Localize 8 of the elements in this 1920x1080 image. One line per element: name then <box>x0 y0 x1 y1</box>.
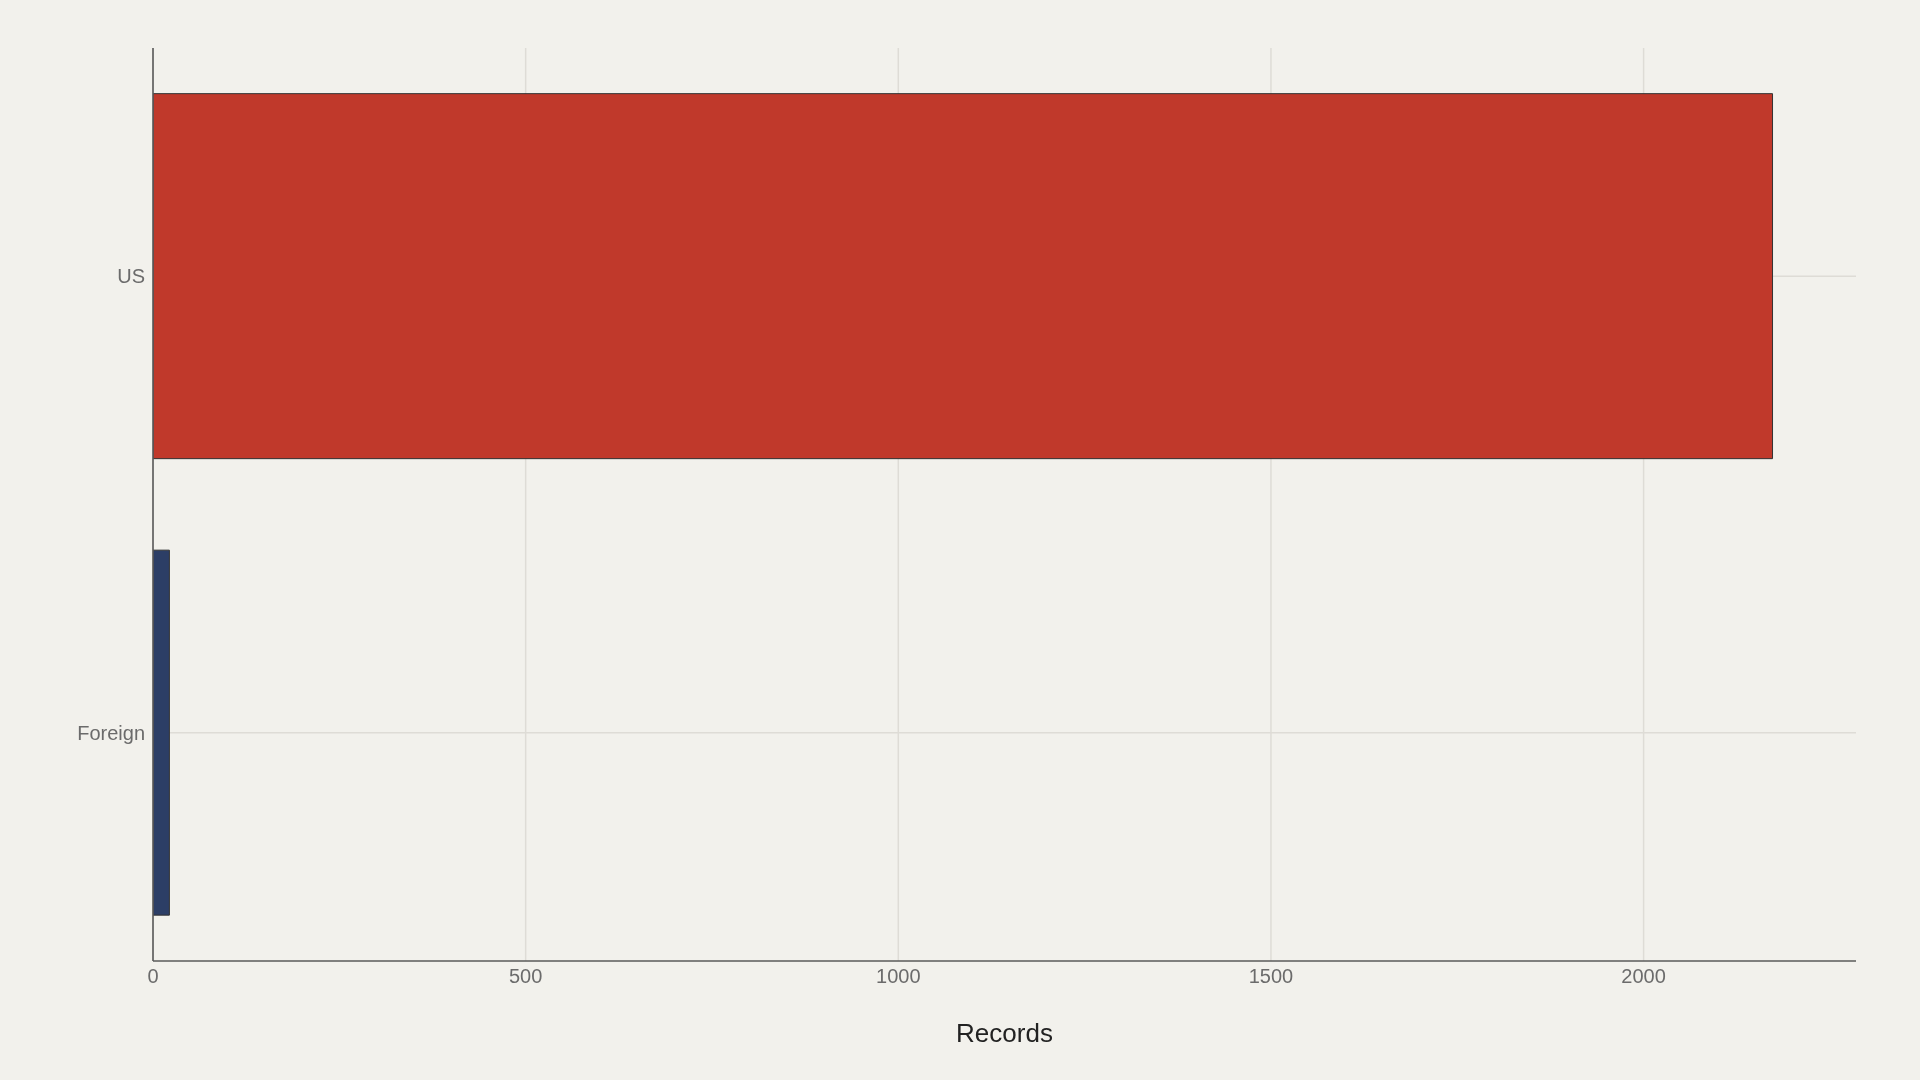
y-tick-label: US <box>117 265 145 288</box>
x-tick-label: 0 <box>147 965 159 988</box>
y-tick-label: Foreign <box>77 721 145 744</box>
x-tick-label: 500 <box>508 965 543 988</box>
x-tick-label: 1500 <box>1248 965 1294 988</box>
x-axis-title: Records <box>956 1018 1053 1048</box>
x-tick-label: 2000 <box>1621 965 1666 988</box>
x-tick-label: 1000 <box>876 965 921 988</box>
